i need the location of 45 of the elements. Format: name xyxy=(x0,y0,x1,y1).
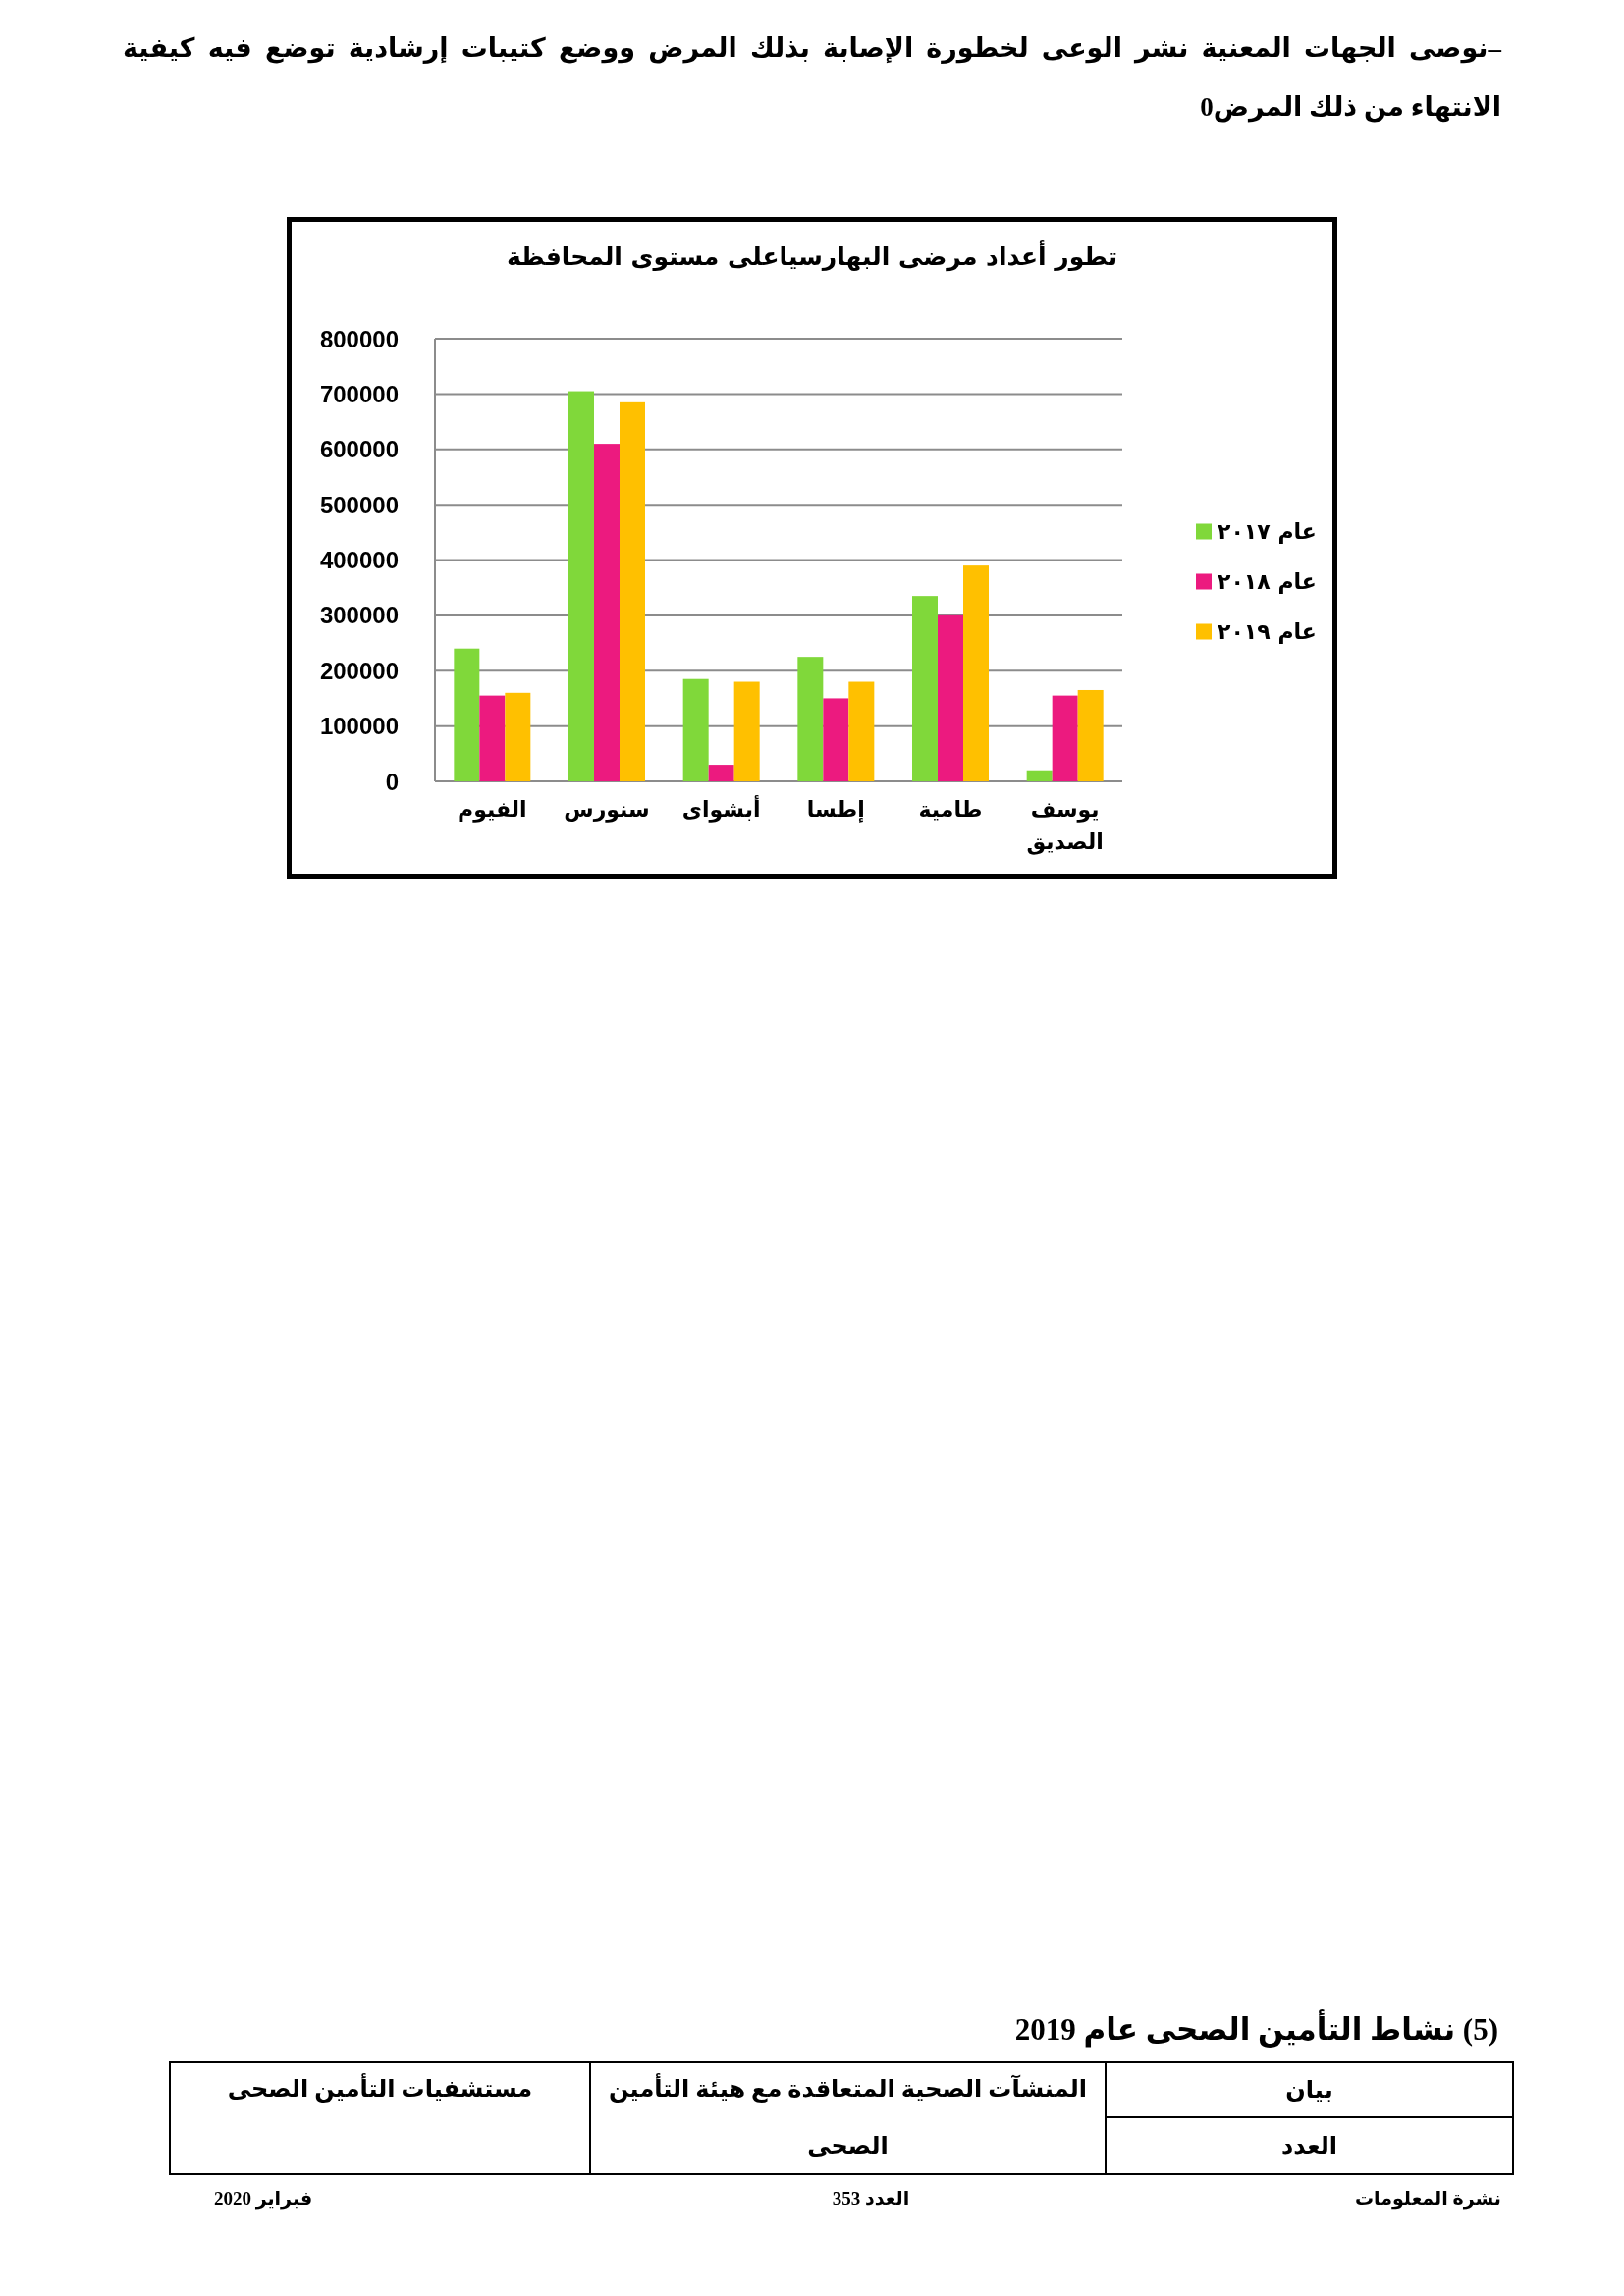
bar xyxy=(823,698,849,781)
bar xyxy=(568,391,594,781)
y-tick-label: 0 xyxy=(385,768,399,795)
bar xyxy=(912,596,938,781)
bar xyxy=(963,565,989,781)
bar xyxy=(620,401,645,781)
text: بيان xyxy=(1284,2076,1334,2105)
text: (5) نشاط التأمين الصحى عام 2019 xyxy=(1014,2008,1498,2050)
x-tick-label: إطسا xyxy=(805,796,866,825)
text: مستشفيات التأمين الصحى xyxy=(226,2072,534,2105)
y-tick-label: 700000 xyxy=(319,380,399,407)
bar xyxy=(848,681,875,781)
bar xyxy=(938,614,963,781)
bar xyxy=(1026,770,1053,781)
y-tick-label: 200000 xyxy=(319,657,399,684)
y-tick-label: 100000 xyxy=(319,713,399,740)
text: العدد 353 xyxy=(831,2187,911,2211)
bar xyxy=(1052,695,1078,781)
x-tick-label: يوسف الصديق xyxy=(1025,796,1105,857)
x-tick-label: أبشواى xyxy=(680,794,762,825)
legend-label: عام ٢٠١٧ xyxy=(1218,517,1317,546)
y-tick-label: 400000 xyxy=(319,547,399,573)
y-tick-label: 500000 xyxy=(319,491,399,518)
bar xyxy=(682,678,709,781)
legend-label: عام ٢٠١٨ xyxy=(1218,567,1317,596)
bar xyxy=(454,648,480,781)
bar xyxy=(797,657,824,781)
x-tick-label: سنورس xyxy=(563,796,651,825)
legend-label: عام ٢٠١٩ xyxy=(1218,617,1317,646)
bar xyxy=(594,444,620,781)
text: –نوصى الجهات المعنية نشر الوعى لخطورة الإصابة بذلك المرض ووضع كتيبات إرشادية توضع فيه كيفية الانتهاء من ذلك المرض0 xyxy=(123,32,1501,125)
text: فبراير 2020 xyxy=(212,2187,314,2212)
text: العدد xyxy=(1280,2132,1338,2161)
x-tick-label: الفيوم xyxy=(457,796,528,825)
text: نشرة المعلومات xyxy=(1354,2187,1501,2212)
bar xyxy=(733,681,760,781)
x-tick-label: طامية xyxy=(917,796,984,824)
y-tick-label: 800000 xyxy=(319,325,399,352)
bar xyxy=(479,695,506,781)
bar xyxy=(708,765,734,781)
bar xyxy=(505,692,531,781)
y-tick-label: 300000 xyxy=(319,602,399,629)
bar xyxy=(1077,689,1104,781)
chart-title: تطور أعداد مرضى البهارسياعلى مستوى المحافظة xyxy=(505,240,1119,274)
y-tick-label: 600000 xyxy=(319,436,399,463)
